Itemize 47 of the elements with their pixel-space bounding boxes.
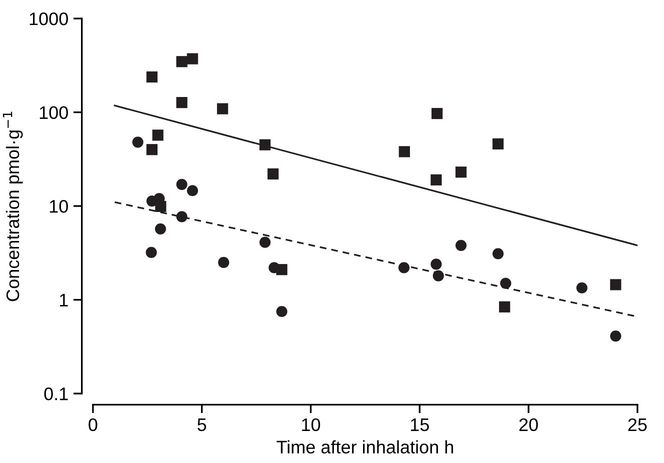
y-axis-title: Concentration pmol·g$^{−1}$ xyxy=(2,112,23,302)
point xyxy=(499,301,510,312)
point xyxy=(152,130,164,141)
point xyxy=(492,248,504,260)
x-tick-label: 15 xyxy=(410,418,429,432)
point xyxy=(610,279,622,290)
point xyxy=(176,178,188,190)
y-tick-label: 1000 xyxy=(30,12,68,26)
point xyxy=(154,223,166,234)
point xyxy=(455,240,467,251)
point xyxy=(268,262,280,274)
point xyxy=(500,278,512,289)
point xyxy=(259,139,271,150)
point xyxy=(432,270,444,282)
point xyxy=(186,53,198,64)
x-tick-label: 25 xyxy=(628,418,647,432)
point xyxy=(430,174,442,186)
x-axis-title: Time after inhalation h xyxy=(276,440,454,454)
y-tick-label: 1 xyxy=(60,294,68,306)
point xyxy=(216,103,228,114)
point xyxy=(186,185,198,196)
point xyxy=(492,138,504,150)
point xyxy=(146,144,158,156)
point xyxy=(146,71,158,83)
x-tick-label: 5 xyxy=(198,418,206,432)
point xyxy=(218,256,230,268)
x-tick-label: 20 xyxy=(519,418,538,432)
point xyxy=(176,96,188,108)
point xyxy=(455,166,467,178)
x-tick-label: 0 xyxy=(88,418,98,432)
y-tick-label: 100 xyxy=(40,106,68,119)
point xyxy=(610,330,622,342)
point xyxy=(268,168,279,180)
point xyxy=(398,146,410,158)
y-tick-label: 10 xyxy=(50,200,68,213)
x-tick-label: 10 xyxy=(302,418,320,432)
point xyxy=(430,258,442,270)
point xyxy=(146,246,157,258)
point xyxy=(432,108,443,120)
point xyxy=(176,56,188,68)
point xyxy=(576,282,588,294)
point xyxy=(176,211,188,222)
y-tick-label: 0.1 xyxy=(44,387,68,400)
point xyxy=(398,262,410,274)
point xyxy=(276,306,288,318)
point xyxy=(259,236,271,248)
point xyxy=(132,136,144,148)
